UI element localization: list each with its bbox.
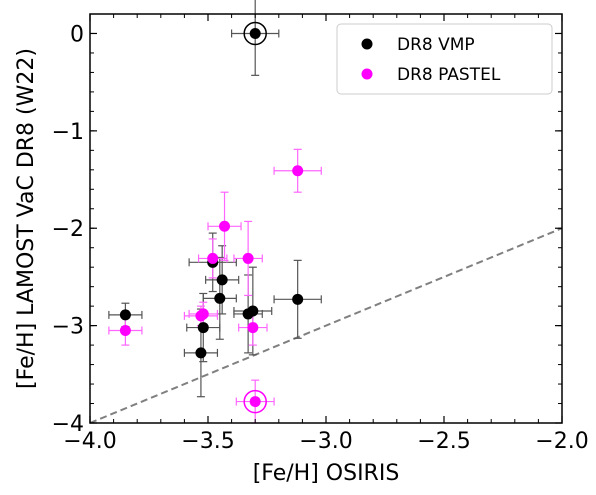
data-point-vmp: [247, 305, 259, 317]
highlight-ring-vmp: [243, 21, 267, 46]
data-point-vmp: [197, 322, 209, 334]
data-point-pastel: [292, 165, 304, 177]
x-tick-label: −4.0: [63, 429, 116, 454]
x-tick-label: −3.0: [299, 429, 352, 454]
data-point-pastel: [207, 252, 219, 264]
data-point-pastel: [219, 220, 231, 232]
data-point-pastel: [195, 310, 207, 322]
data-point-vmp: [292, 293, 304, 305]
data-point-pastel: [247, 322, 259, 334]
data-point-pastel: [119, 324, 131, 336]
legend-marker: [361, 38, 373, 50]
data-point-vmp: [119, 309, 131, 321]
x-axis-label: [Fe/H] OSIRIS: [253, 461, 400, 486]
x-tick-label: −3.5: [181, 429, 234, 454]
highlight-ring-pastel: [243, 389, 267, 414]
data-point-vmp: [216, 274, 228, 286]
data-point-vmp: [195, 347, 207, 359]
y-tick-label: −1: [52, 120, 84, 145]
reference-line: [89, 227, 563, 424]
y-tick-label: −2: [52, 217, 84, 242]
legend-box: [336, 23, 553, 95]
x-tick-label: −2.0: [535, 429, 588, 454]
reference-line-layer: [89, 227, 563, 424]
legend: DR8 VMP DR8 PASTEL: [336, 23, 553, 95]
legend-marker: [361, 68, 373, 80]
y-tick-label: −4: [52, 412, 84, 437]
errorbar-layer: [108, 0, 322, 424]
y-tick-label: −3: [52, 315, 84, 340]
data-point-pastel: [242, 252, 254, 264]
ticks-layer: −4.0 −3.5 −3.0 −2.5 −2.0 0 −1 −2 −3 −4: [52, 13, 589, 454]
data-point-pastel: [249, 396, 261, 408]
x-tick-label: −2.5: [417, 429, 470, 454]
points-layer: [119, 21, 304, 414]
y-axis-label: [Fe/H] LAMOST VaC DR8 (W22): [14, 48, 39, 389]
legend-label: DR8 PASTEL: [397, 65, 501, 85]
legend-label: DR8 VMP: [397, 35, 475, 55]
y-tick-label: 0: [70, 22, 84, 47]
data-point-vmp: [249, 27, 261, 39]
data-point-vmp: [214, 292, 226, 304]
